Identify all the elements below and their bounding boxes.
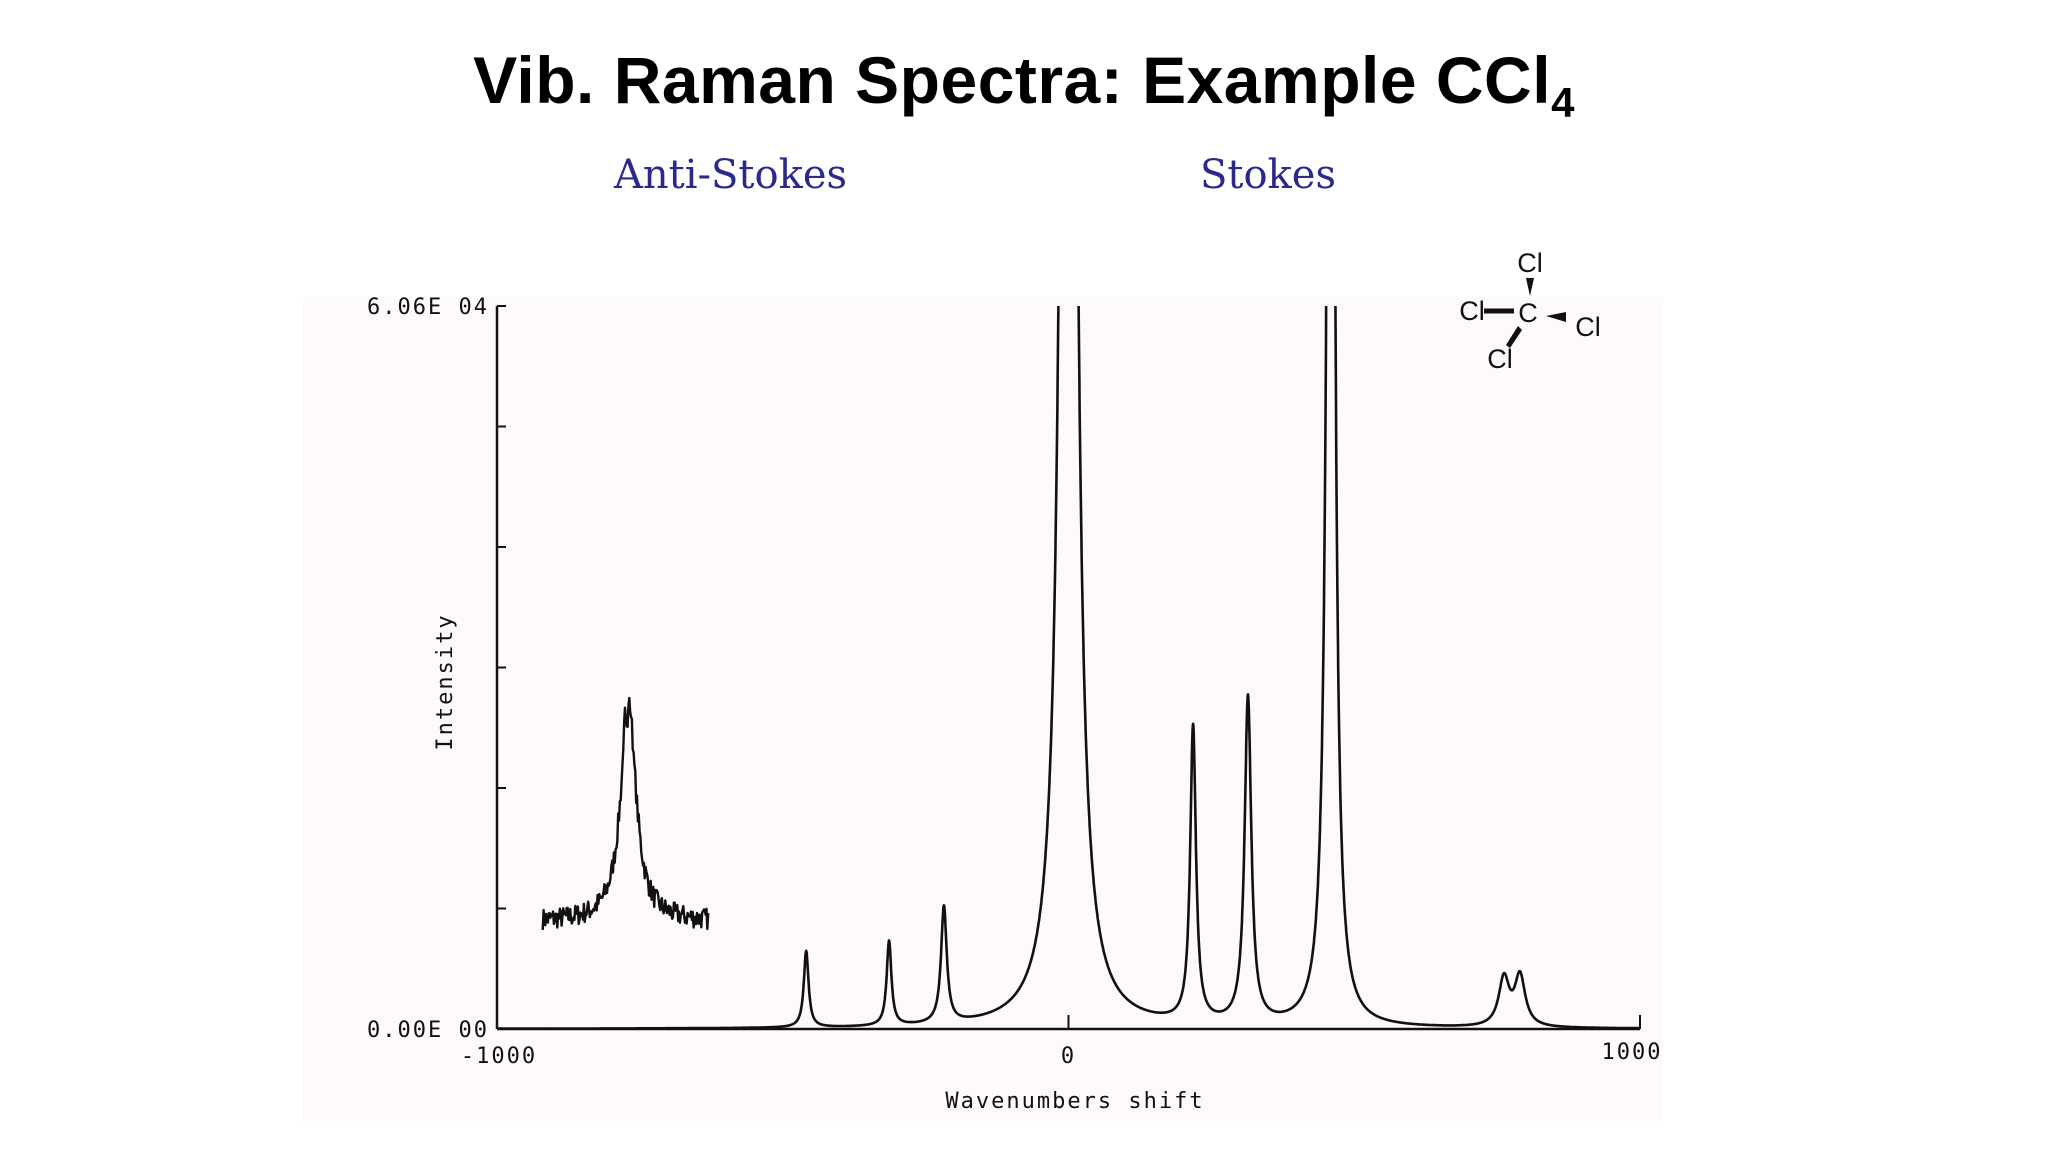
x-tick-label-left: -1000	[461, 1044, 537, 1069]
anti-stokes-inset-trace	[541, 696, 710, 931]
molecule-central-atom: C	[1518, 298, 1538, 328]
slide-title: Vib. Raman Spectra: Example CCl4	[0, 42, 2048, 124]
ccl4-molecule-diagram: Cl Cl C Cl Cl	[1459, 248, 1601, 374]
anti-stokes-label: Anti-Stokes	[614, 152, 848, 198]
molecule-wedge-bond-bottom	[1506, 326, 1522, 348]
x-tick-label-mid: 0	[1061, 1044, 1076, 1069]
molecule-wedge-bond-top	[1526, 278, 1534, 296]
x-ticks	[496, 1015, 1641, 1029]
molecule-ligand-bottom: Cl	[1487, 344, 1513, 374]
spectrum-line	[497, 306, 1641, 1030]
axes	[495, 305, 1641, 1031]
title-main: Vib. Raman Spectra: Example CCl	[473, 43, 1552, 117]
molecule-ligand-left: Cl	[1459, 296, 1485, 326]
title-subscript: 4	[1551, 79, 1575, 126]
molecule-wedge-bond-right	[1546, 312, 1566, 322]
molecule-ligand-top: Cl	[1517, 248, 1543, 278]
y-axis-label: Intensity	[433, 613, 458, 750]
y-tick-label-bottom: 0.00E 00	[367, 1018, 489, 1043]
x-axis-label: Wavenumbers shift	[945, 1089, 1204, 1114]
y-ticks	[497, 305, 506, 1030]
molecule-ligand-right: Cl	[1575, 312, 1601, 342]
y-tick-label-top: 6.06E 04	[367, 295, 489, 320]
x-tick-label-right: 1000	[1602, 1040, 1663, 1065]
stokes-label: Stokes	[1200, 152, 1336, 198]
plot-panel	[303, 297, 1663, 1121]
